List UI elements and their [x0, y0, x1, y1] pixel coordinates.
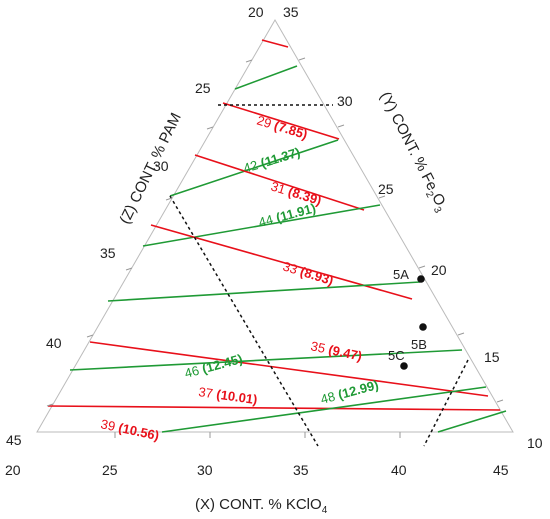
- boundary-right: [423, 359, 469, 447]
- isoline-35: [89, 341, 489, 397]
- isoline-27: [261, 39, 289, 48]
- iso-label-44: 44 (11.91): [257, 200, 317, 230]
- isoline-30: [169, 139, 339, 197]
- x-tick-45: 45: [493, 462, 509, 478]
- y-tick-30: 30: [337, 93, 353, 109]
- isolines-group: [47, 39, 507, 433]
- x-tick-30: 30: [197, 462, 213, 478]
- y-axis-title-sub1: 2: [423, 190, 436, 200]
- boundary-left: [169, 195, 319, 447]
- y-axis-title-sub2: 3: [431, 205, 444, 215]
- z-tick-20: 20: [248, 4, 264, 20]
- x-tick-20: 20: [5, 462, 21, 478]
- iso-label-42: 42 (11.37): [241, 144, 301, 175]
- x-tick-40: 40: [391, 462, 407, 478]
- z-tick-40: 40: [46, 335, 62, 351]
- iso-label-35: 35 (9.47): [309, 338, 363, 363]
- x-axis-title: (X) CONT. % KClO4: [195, 496, 328, 516]
- data-points: 5A 5B 5C: [388, 267, 427, 370]
- isoline-38: [161, 386, 487, 433]
- isoline-36: [69, 349, 463, 371]
- y-ticks: 35 30 25 20 15 10: [283, 4, 543, 451]
- iso-label-37: 37 (10.01): [198, 384, 259, 407]
- isoline-29: [222, 102, 340, 140]
- isoline-39: [437, 410, 507, 433]
- y-tick-35: 35: [283, 4, 299, 20]
- y-tick-10: 10: [527, 435, 543, 451]
- iso-label-39: 39 (10.56): [99, 416, 160, 443]
- y-tick-20: 20: [431, 262, 447, 278]
- z-tick-45: 45: [6, 432, 22, 448]
- point-label-5C: 5C: [388, 348, 405, 363]
- point-5A: [417, 275, 425, 283]
- iso-label-29: 29 (7.85): [255, 113, 309, 143]
- isoline-28: [234, 65, 298, 90]
- x-axis-title-sub: 4: [322, 505, 328, 516]
- x-tick-25: 25: [102, 462, 118, 478]
- isoline-32: [142, 204, 381, 247]
- iso-label-33: 33 (8.93): [281, 259, 335, 289]
- z-ticks: 20 25 30 35 40 45: [6, 4, 264, 448]
- point-5B: [419, 323, 427, 331]
- isoline-37: [47, 405, 501, 411]
- iso-label-31: 31 (8.39): [269, 179, 323, 209]
- isoline-31: [194, 154, 365, 211]
- isoline-33: [150, 224, 413, 300]
- point-5C: [400, 362, 408, 370]
- y-axis-title-main: (Y) CONT. % Fe: [376, 89, 440, 193]
- z-tick-25: 25: [195, 80, 211, 96]
- point-label-5B: 5B: [411, 337, 427, 352]
- point-label-5A: 5A: [393, 267, 409, 282]
- x-ticks: 20 25 30 35 40 45: [5, 462, 509, 478]
- z-axis-title: (Z) CONT. % PAM: [116, 110, 184, 227]
- z-tick-35: 35: [100, 245, 116, 261]
- y-tick-15: 15: [484, 349, 500, 365]
- y-tick-25: 25: [378, 181, 394, 197]
- x-axis-title-main: (X) CONT. % KClO: [195, 496, 322, 513]
- boundaries-group: [169, 104, 469, 447]
- x-tick-35: 35: [293, 462, 309, 478]
- isoline-34: [107, 281, 421, 302]
- tick-marks: [46, 57, 504, 438]
- z-tick-30: 30: [153, 158, 169, 174]
